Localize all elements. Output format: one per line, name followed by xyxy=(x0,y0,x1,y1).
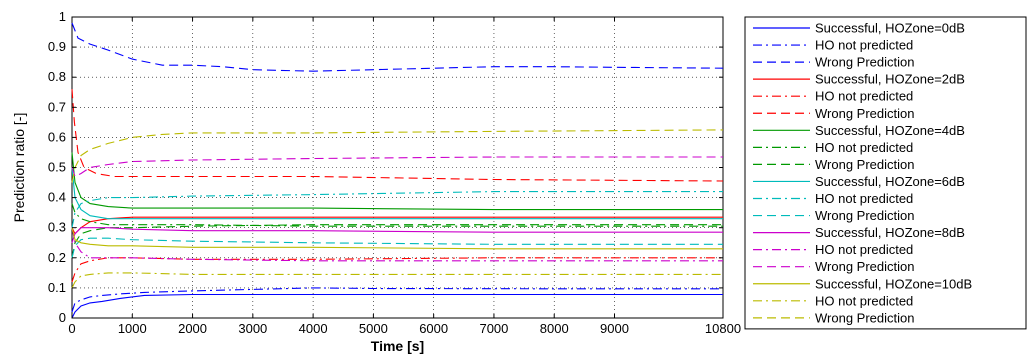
series-line-1 xyxy=(71,293,723,319)
legend-entry: Successful, HOZone=2dB xyxy=(815,72,965,87)
series-line-14 xyxy=(71,227,723,262)
y-axis-ticks: 0 0.1 0.2 0.3 0.4 0.5 0.6 0.7 0.8 0.9 1 xyxy=(48,9,723,325)
series-line-11 xyxy=(71,191,723,228)
y-tick-label: 0.8 xyxy=(48,69,66,84)
series-line-15 xyxy=(71,156,723,178)
legend-entry: HO not predicted xyxy=(815,191,913,206)
y-tick-label: 0.4 xyxy=(48,190,66,205)
x-tick-label: 2000 xyxy=(178,321,207,336)
legend-entry: Wrong Prediction xyxy=(815,310,914,325)
series-line-2 xyxy=(71,287,723,313)
y-tick-label: 0.7 xyxy=(48,99,66,114)
y-tick-label: 1 xyxy=(59,9,66,24)
legend-entry: Successful, HOZone=8dB xyxy=(815,225,965,240)
series-line-5 xyxy=(71,257,723,283)
y-tick-label: 0.5 xyxy=(48,160,66,175)
series-line-13 xyxy=(71,227,723,243)
legend-entry: Wrong Prediction xyxy=(815,106,914,121)
legend-entry: Successful, HOZone=4dB xyxy=(815,123,965,138)
series-line-18 xyxy=(71,129,724,183)
legend-entry: Wrong Prediction xyxy=(815,157,914,172)
legend-entry: Successful, HOZone=6dB xyxy=(815,174,965,189)
series-line-6 xyxy=(71,89,724,182)
plot-frame xyxy=(71,16,724,319)
x-tick-label: 4000 xyxy=(299,321,328,336)
x-tick-label: 6000 xyxy=(419,321,448,336)
y-tick-label: 0.3 xyxy=(48,220,66,235)
y-tick-label: 0.9 xyxy=(48,39,66,54)
legend-entry: HO not predicted xyxy=(815,242,913,257)
x-axis-label: Time [s] xyxy=(371,338,424,354)
series-line-10 xyxy=(71,167,723,220)
y-tick-label: 0.1 xyxy=(48,280,66,295)
series-lines xyxy=(71,22,724,319)
plot-area xyxy=(71,16,724,319)
x-tick-label: 9000 xyxy=(600,321,629,336)
legend-entry: Successful, HOZone=0dB xyxy=(815,21,965,36)
x-tick-label: 8000 xyxy=(540,321,569,336)
y-tick-label: 0.6 xyxy=(48,129,66,144)
x-tick-label: 1000 xyxy=(118,321,147,336)
legend-entry: HO not predicted xyxy=(815,293,913,308)
legend-entry: HO not predicted xyxy=(815,140,913,155)
grid-lines xyxy=(72,17,723,318)
series-line-9 xyxy=(71,224,723,258)
x-tick-label: 0 xyxy=(68,321,75,336)
legend-entry: Successful, HOZone=10dB xyxy=(815,276,972,291)
x-tick-label: 7000 xyxy=(479,321,508,336)
legend: Successful, HOZone=0dB HO not predicted Wr… xyxy=(744,16,1027,330)
y-axis-label: Prediction ratio [-] xyxy=(11,113,27,223)
legend-entry: Wrong Prediction xyxy=(815,208,914,223)
series-line-12 xyxy=(71,237,723,258)
series-line-17 xyxy=(71,272,723,289)
x-tick-label: 3000 xyxy=(238,321,267,336)
x-tick-label: 10800 xyxy=(705,321,741,336)
legend-entry: Wrong Prediction xyxy=(815,55,914,70)
series-line-8 xyxy=(71,203,723,227)
legend-entry: HO not predicted xyxy=(815,89,913,104)
legend-entry: HO not predicted xyxy=(815,38,913,53)
x-tick-label: 5000 xyxy=(359,321,388,336)
legend-box xyxy=(744,16,1027,330)
y-tick-label: 0.2 xyxy=(48,250,66,265)
series-line-16 xyxy=(71,227,723,250)
x-axis-ticks: 0 1000 2000 3000 4000 5000 6000 7000 8000 9000 108… xyxy=(68,17,741,336)
y-tick-label: 0 xyxy=(59,310,66,325)
series-line-7 xyxy=(71,152,723,211)
legend-entry: Wrong Prediction xyxy=(815,259,914,274)
